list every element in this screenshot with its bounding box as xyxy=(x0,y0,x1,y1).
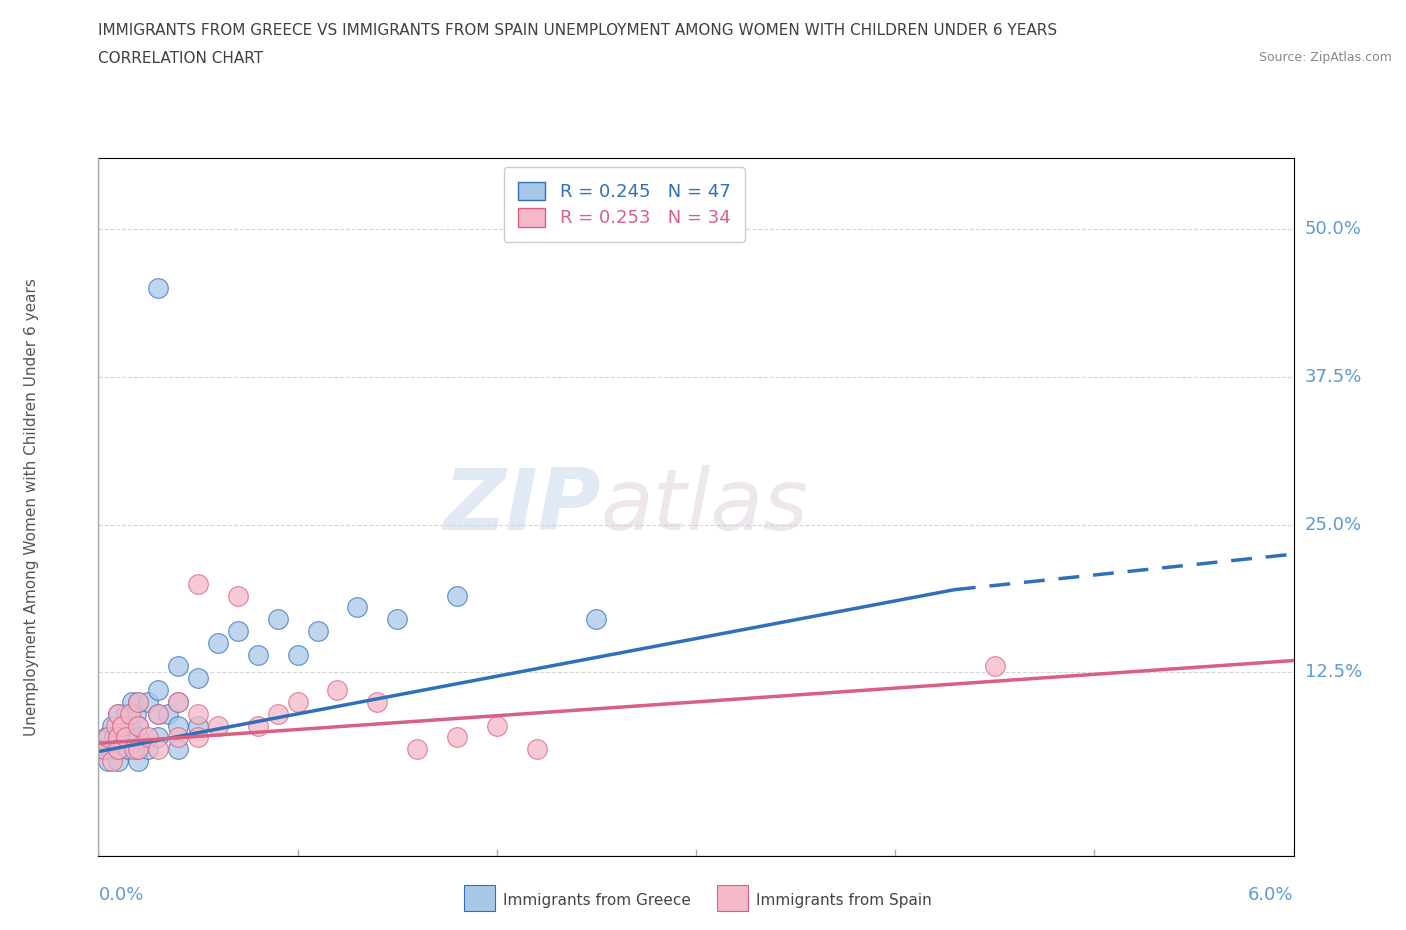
Point xyxy=(246,647,269,662)
Point xyxy=(526,742,548,757)
Point xyxy=(93,742,115,757)
Point xyxy=(120,706,142,721)
Point xyxy=(127,695,149,710)
Point xyxy=(287,647,309,662)
Point xyxy=(446,588,468,603)
Point xyxy=(385,612,409,627)
Point xyxy=(98,742,122,757)
Point xyxy=(167,695,190,710)
Point xyxy=(115,706,138,721)
Point xyxy=(267,612,290,627)
Point xyxy=(112,730,135,745)
Point xyxy=(107,730,129,745)
Text: 25.0%: 25.0% xyxy=(1305,515,1362,534)
Point xyxy=(267,706,290,721)
Point xyxy=(307,623,329,638)
Text: 50.0%: 50.0% xyxy=(1305,220,1361,238)
Point xyxy=(97,753,120,768)
Point xyxy=(127,742,149,757)
Point xyxy=(111,718,134,733)
Text: Unemployment Among Women with Children Under 6 years: Unemployment Among Women with Children U… xyxy=(24,278,39,736)
Point xyxy=(148,281,170,296)
Point xyxy=(107,742,129,757)
Point xyxy=(167,718,190,733)
Point xyxy=(187,577,209,591)
Point xyxy=(167,695,190,710)
Text: Immigrants from Greece: Immigrants from Greece xyxy=(503,893,692,908)
Point xyxy=(105,718,128,733)
Point xyxy=(148,730,170,745)
Point xyxy=(111,718,134,733)
Point xyxy=(97,730,120,745)
Point xyxy=(485,718,508,733)
Point xyxy=(167,730,190,745)
Point xyxy=(187,706,209,721)
Point xyxy=(585,612,607,627)
Point xyxy=(127,742,149,757)
Point xyxy=(127,753,149,768)
Point xyxy=(107,706,129,721)
Point xyxy=(127,695,149,710)
Point xyxy=(167,742,190,757)
Point xyxy=(124,742,146,757)
Point xyxy=(157,706,180,721)
Point xyxy=(115,730,138,745)
Text: IMMIGRANTS FROM GREECE VS IMMIGRANTS FROM SPAIN UNEMPLOYMENT AMONG WOMEN WITH CH: IMMIGRANTS FROM GREECE VS IMMIGRANTS FRO… xyxy=(98,23,1057,38)
Text: 6.0%: 6.0% xyxy=(1249,886,1294,904)
Point xyxy=(120,718,142,733)
Point xyxy=(207,718,229,733)
Point xyxy=(136,742,159,757)
Point xyxy=(246,718,269,733)
Point xyxy=(103,730,125,745)
Point xyxy=(121,695,143,710)
Point xyxy=(93,742,115,757)
Point xyxy=(127,718,149,733)
Text: ZIP: ZIP xyxy=(443,465,600,549)
Point xyxy=(187,718,209,733)
Point xyxy=(124,730,146,745)
Text: CORRELATION CHART: CORRELATION CHART xyxy=(98,51,263,66)
Point xyxy=(96,730,118,745)
Point xyxy=(148,706,170,721)
Point xyxy=(107,742,129,757)
Point xyxy=(226,623,249,638)
Point xyxy=(187,730,209,745)
Point xyxy=(446,730,468,745)
Text: atlas: atlas xyxy=(600,465,808,549)
Point xyxy=(101,718,124,733)
Point xyxy=(406,742,429,757)
Point xyxy=(148,706,170,721)
Text: Source: ZipAtlas.com: Source: ZipAtlas.com xyxy=(1258,51,1392,64)
Point xyxy=(187,671,209,685)
Point xyxy=(983,659,1005,674)
Point xyxy=(127,718,149,733)
Legend: R = 0.245   N = 47, R = 0.253   N = 34: R = 0.245 N = 47, R = 0.253 N = 34 xyxy=(503,167,745,242)
Point xyxy=(101,753,124,768)
Text: 12.5%: 12.5% xyxy=(1305,663,1362,682)
Point xyxy=(107,753,129,768)
Point xyxy=(226,588,249,603)
Point xyxy=(117,742,139,757)
Point xyxy=(167,659,190,674)
Point xyxy=(127,730,149,745)
Point xyxy=(346,600,368,615)
Point xyxy=(366,695,388,710)
Point xyxy=(105,742,128,757)
Text: 0.0%: 0.0% xyxy=(98,886,143,904)
Point xyxy=(136,730,159,745)
Point xyxy=(107,730,129,745)
Point xyxy=(207,635,229,650)
Point xyxy=(326,683,349,698)
Point xyxy=(148,683,170,698)
Text: 37.5%: 37.5% xyxy=(1305,367,1362,386)
Point xyxy=(107,706,129,721)
Text: Immigrants from Spain: Immigrants from Spain xyxy=(756,893,932,908)
Point xyxy=(136,695,159,710)
Point xyxy=(125,706,148,721)
Point xyxy=(287,695,309,710)
Point xyxy=(148,742,170,757)
